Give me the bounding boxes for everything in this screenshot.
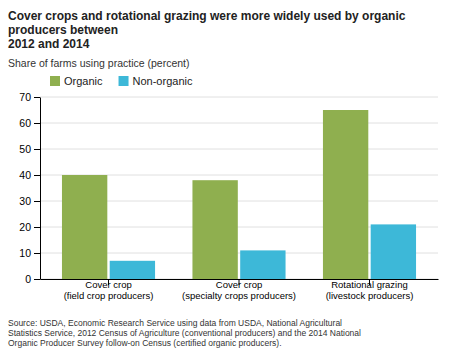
legend-label: Organic <box>64 75 103 87</box>
x-tick: Cover crop(field crop producers) <box>64 279 154 301</box>
grid-line <box>40 123 438 124</box>
title-line: 2012 and 2014 <box>8 37 90 51</box>
bar <box>192 180 237 279</box>
x-tick: Rotational grazing(livestock producers) <box>326 279 414 301</box>
y-axis: 0 10 20 30 40 50 60 70 <box>19 91 40 285</box>
y-axis-label-line: Share of farms using practice (percent) <box>8 57 190 69</box>
grid-line <box>40 97 438 98</box>
x-tick-label-line: (livestock producers) <box>326 290 414 301</box>
x-tick-label: Cover crop(specialty crops producers) <box>182 279 296 301</box>
chart: Cover crops and rotational grazing were … <box>0 0 450 351</box>
title-line: producers between <box>8 23 118 37</box>
y-tick-label: 10 <box>19 247 31 259</box>
y-tick-mark <box>34 253 40 254</box>
bar <box>62 175 107 279</box>
legend-swatch <box>119 76 129 86</box>
y-tick-label: 60 <box>19 117 31 129</box>
y-tick-label: 0 <box>25 273 31 285</box>
grid-line <box>40 149 438 150</box>
legend: Organic Non-organic <box>50 75 193 87</box>
y-tick-mark <box>34 149 40 150</box>
y-axis-line <box>40 98 41 280</box>
legend-swatch <box>50 76 60 86</box>
x-tick-label: Cover crop(field crop producers) <box>64 279 154 301</box>
y-tick-mark <box>34 279 40 280</box>
y-tick-label: 30 <box>19 195 31 207</box>
x-tick-label-line: (specialty crops producers) <box>182 290 296 301</box>
y-tick-mark <box>34 97 40 98</box>
y-tick-label: 40 <box>19 169 31 181</box>
y-tick: 50 <box>19 143 40 155</box>
y-tick-mark <box>34 227 40 228</box>
y-tick: 40 <box>19 169 40 181</box>
y-tick-label: 50 <box>19 143 31 155</box>
x-axis: Cover crop(field crop producers)Cover cr… <box>41 279 439 301</box>
bars <box>62 110 416 279</box>
y-tick-label: 20 <box>19 221 31 233</box>
x-tick: Cover crop(specialty crops producers) <box>182 279 296 301</box>
y-tick: 30 <box>19 195 40 207</box>
x-tick-label: Rotational grazing(livestock producers) <box>326 279 414 301</box>
bar <box>110 261 155 279</box>
y-axis-label: Share of farms using practice (percent) <box>8 57 190 69</box>
title: Cover crops and rotational grazing were … <box>8 9 406 51</box>
x-tick-label-line: Cover crop <box>216 279 262 290</box>
y-tick-mark <box>34 123 40 124</box>
x-tick-label-line: Cover crop <box>85 279 131 290</box>
y-tick: 20 <box>19 221 40 233</box>
source-note-line: Source: USDA, Economic Research Service … <box>8 318 342 328</box>
bar <box>371 224 416 279</box>
y-tick: 0 <box>25 273 40 285</box>
x-tick-label-line: (field crop producers) <box>64 290 154 301</box>
source-note-line: Statistics Service, 2012 Census of Agric… <box>8 328 361 338</box>
legend-label: Non-organic <box>133 75 193 87</box>
source-note: Source: USDA, Economic Research Service … <box>8 318 361 348</box>
y-tick-mark <box>34 201 40 202</box>
y-tick: 70 <box>19 91 40 103</box>
grid <box>40 97 438 279</box>
x-tick-label-line: Rotational grazing <box>331 279 408 290</box>
title-line: Cover crops and rotational grazing were … <box>8 9 406 23</box>
source-note-line: Organic Producer Survey follow-on Census… <box>8 338 282 348</box>
y-tick-mark <box>34 175 40 176</box>
y-tick: 10 <box>19 247 40 259</box>
bar <box>323 110 368 279</box>
bar <box>240 250 285 279</box>
y-tick-label: 70 <box>19 91 31 103</box>
y-tick: 60 <box>19 117 40 129</box>
